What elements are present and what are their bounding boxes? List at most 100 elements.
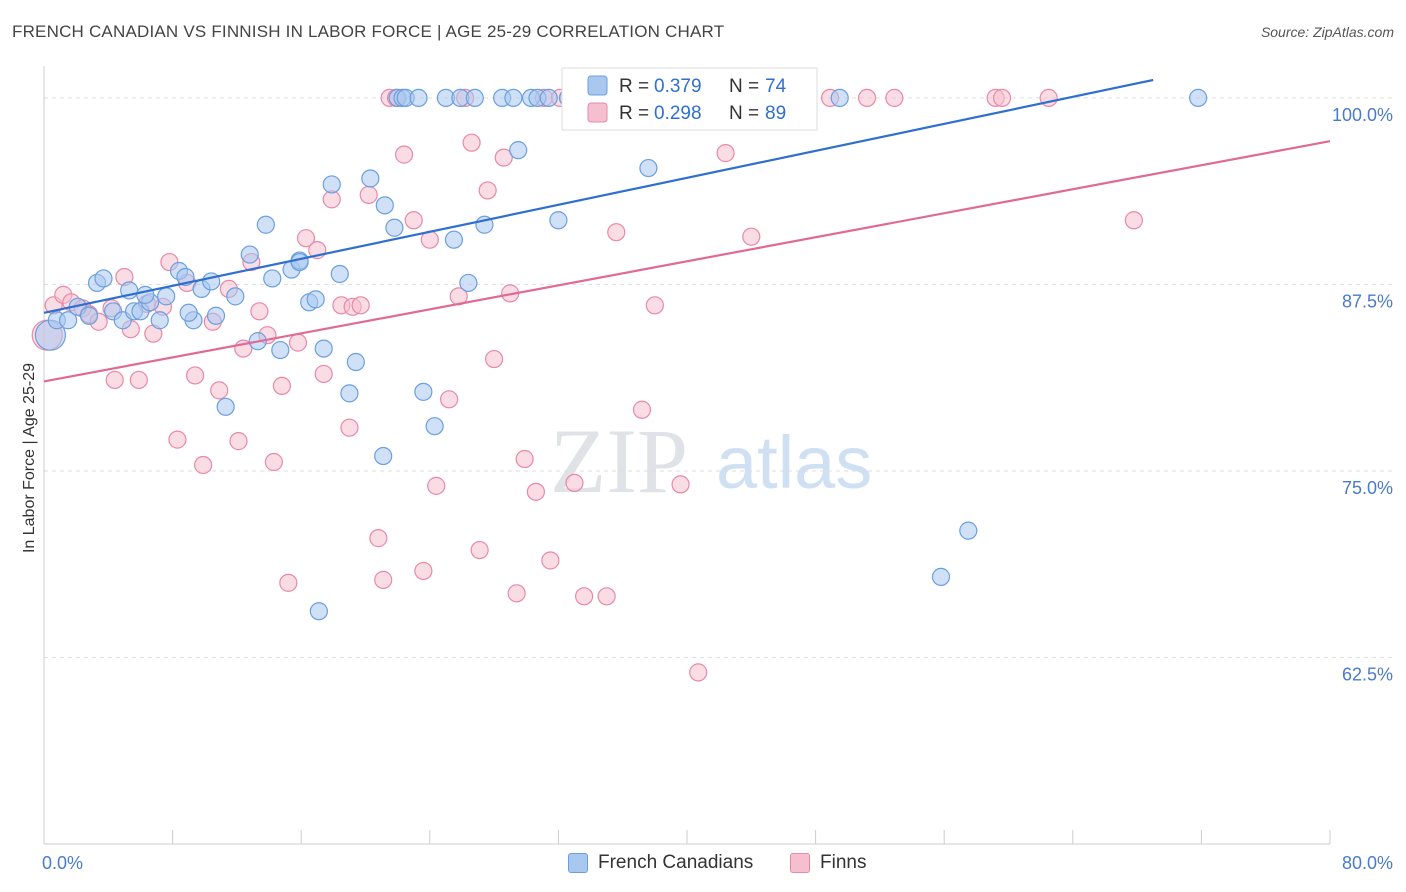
- x-tick-label-0: 0.0%: [42, 853, 83, 873]
- finns-point: [374, 570, 393, 589]
- y-axis-tick-labels: 100.0% 87.5% 75.0% 62.5%: [1332, 105, 1393, 685]
- finns-point: [470, 540, 489, 560]
- french-canadians-point: [136, 285, 155, 304]
- french-canadians-point: [150, 311, 169, 330]
- french-canadians-point: [240, 245, 259, 264]
- french-canadians-trendline: [43, 78, 1154, 314]
- french-canadians-point: [830, 88, 849, 108]
- finns-point: [279, 573, 298, 592]
- legend-bottom: French Canadians Finns: [0, 852, 1406, 878]
- finns-point: [369, 529, 388, 548]
- french-canadians-point: [157, 287, 176, 306]
- legend-item-french-canadians: French Canadians: [568, 852, 753, 874]
- trendlines: [43, 78, 1331, 383]
- french-canadians-point: [639, 158, 658, 178]
- french-canadians-point: [425, 417, 444, 436]
- y-tick-label-2: 75.0%: [1342, 478, 1393, 498]
- y-tick-label-1: 87.5%: [1342, 291, 1393, 311]
- legend-r-value-2: 0.298: [654, 103, 702, 124]
- legend-r-label-2: R =: [619, 103, 649, 124]
- french-canadians-point: [1189, 88, 1208, 108]
- finns-point: [462, 133, 481, 152]
- finns-point: [645, 296, 664, 315]
- french-canadians-point: [216, 397, 235, 416]
- legend-r-label-1: R =: [619, 76, 649, 97]
- finns-point: [494, 148, 513, 167]
- finns-point: [314, 364, 333, 384]
- legend-swatch-french-canadians: [568, 853, 588, 873]
- finns-point: [194, 455, 213, 475]
- legend-n-label-1: N =: [729, 76, 759, 97]
- finns-point: [414, 561, 433, 581]
- french-canadians-point: [271, 340, 290, 360]
- french-canadians-point: [374, 446, 393, 466]
- french-canadians-point: [361, 169, 380, 188]
- finns-point: [359, 185, 378, 204]
- finns-point: [541, 551, 560, 570]
- legend-label-finns: Finns: [820, 852, 867, 873]
- finns-point: [272, 376, 292, 395]
- french-canadians-points: [34, 88, 1208, 621]
- x-tick-label-1: 80.0%: [1342, 853, 1393, 873]
- legend-top: R = 0.379 N = 74 R = 0.298 N = 89: [561, 67, 818, 131]
- french-canadians-point: [539, 88, 558, 108]
- finns-point: [857, 88, 877, 108]
- finns-point: [885, 88, 904, 108]
- finns-point: [478, 181, 497, 200]
- finns-point: [427, 476, 446, 495]
- french-canadians-point: [444, 230, 464, 249]
- french-canadians-point: [346, 352, 365, 372]
- french-canadians-point: [414, 382, 433, 401]
- french-canadians-point: [306, 290, 325, 309]
- french-canadians-point: [226, 287, 245, 306]
- finns-point: [394, 145, 414, 164]
- finns-point: [992, 88, 1012, 108]
- french-canadians-point: [931, 567, 951, 586]
- french-canadians-point: [322, 175, 341, 194]
- finns-point: [229, 432, 248, 451]
- finns-point: [340, 418, 359, 437]
- french-canadians-point: [314, 339, 333, 358]
- french-canadians-point: [509, 141, 528, 160]
- finns-point: [689, 663, 708, 682]
- legend-n-value-1: 74: [765, 76, 787, 97]
- finns-points: [31, 88, 1143, 682]
- french-canadians-point: [309, 602, 328, 621]
- legend-label-french-canadians: French Canadians: [598, 852, 754, 873]
- x-axis-ticks: [43, 830, 1331, 844]
- legend-r-value-1: 0.379: [654, 76, 702, 97]
- finns-point: [485, 349, 504, 369]
- finns-point: [288, 333, 308, 352]
- french-canadians-point: [290, 252, 309, 272]
- watermark: ZIP atlas: [550, 410, 872, 512]
- finns-point: [404, 211, 423, 230]
- y-tick-label-3: 62.5%: [1342, 664, 1393, 684]
- finns-point: [716, 144, 735, 163]
- french-canadians-point: [375, 196, 394, 215]
- french-canadians-point: [59, 311, 78, 330]
- french-canadians-point: [959, 521, 978, 540]
- legend-item-finns: Finns: [790, 852, 866, 874]
- finns-point: [250, 302, 269, 321]
- grid-lines: [44, 97, 1392, 658]
- legend-swatch-finns: [790, 853, 810, 873]
- french-canadians-point: [409, 88, 428, 108]
- finns-point: [351, 296, 370, 315]
- french-canadians-point: [465, 88, 484, 108]
- finns-point: [129, 370, 148, 390]
- y-tick-label-0: 100.0%: [1332, 105, 1393, 125]
- finns-point: [439, 390, 459, 409]
- finns-point: [575, 587, 594, 606]
- french-canadians-point: [79, 306, 99, 325]
- french-canadians-point: [340, 384, 359, 403]
- finns-point: [296, 229, 316, 248]
- french-canadians-point: [549, 211, 568, 230]
- finns-point: [632, 400, 652, 419]
- finns-point: [210, 381, 229, 400]
- legend-n-label-2: N =: [729, 103, 759, 124]
- finns-point: [507, 584, 526, 603]
- french-canadians-point: [179, 303, 198, 322]
- french-canadians-point: [94, 269, 113, 288]
- finns-point: [671, 475, 690, 494]
- finns-point: [526, 482, 545, 501]
